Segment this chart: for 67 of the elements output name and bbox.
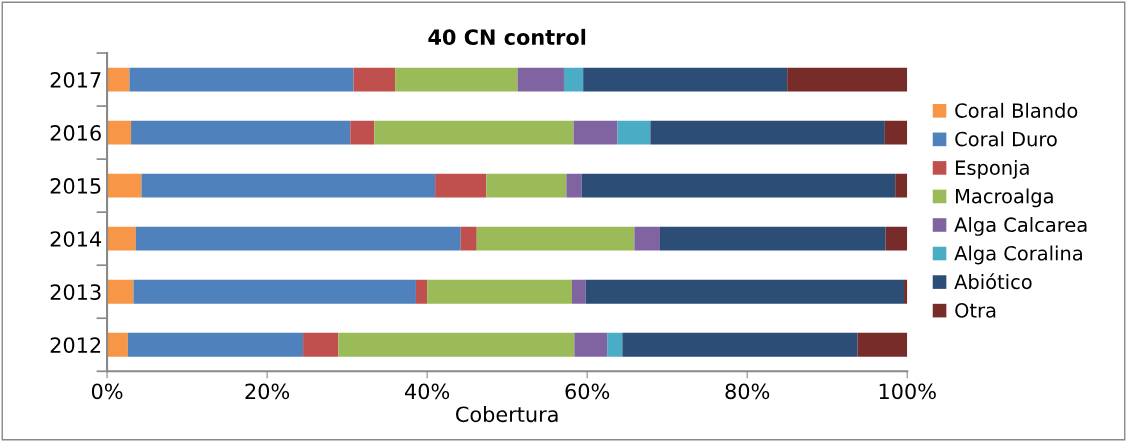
y-tick-label: 2013 [50, 284, 101, 300]
x-tick-label: 0% [91, 383, 123, 400]
bar [107, 67, 130, 92]
y-tick-label: 2015 [50, 178, 101, 194]
bar [650, 120, 885, 145]
legend-label: Macroalga [956, 188, 1053, 208]
bar [135, 226, 461, 251]
bar [133, 279, 416, 304]
legend-label: Coral Blando [955, 102, 1078, 118]
y-tick-label: 2014 [50, 231, 102, 247]
bar [350, 120, 375, 145]
legend-label: Esponja [956, 159, 1029, 179]
bar [486, 173, 567, 198]
bar [904, 279, 908, 304]
bar [517, 67, 564, 92]
x-tick-label: 20% [245, 383, 290, 400]
bar [303, 332, 339, 357]
bar [460, 226, 477, 251]
bar [566, 173, 582, 198]
bar [338, 332, 575, 357]
bar [374, 120, 574, 145]
bar [573, 120, 618, 145]
bar [857, 332, 908, 357]
bar [427, 279, 572, 304]
x-tick-label: 60% [565, 383, 610, 400]
bar [353, 67, 396, 92]
bar [131, 120, 351, 145]
bar [415, 279, 428, 304]
bar [127, 332, 304, 357]
bar [574, 332, 608, 357]
x-axis-title: Cobertura [456, 406, 558, 423]
bar [476, 226, 635, 251]
legend-label: Otra [955, 302, 996, 318]
y-tick-label: 2017 [50, 72, 101, 88]
chart-title: 40 CN control [428, 28, 586, 45]
bar [884, 120, 908, 145]
bar [895, 173, 908, 198]
legend-label: Coral Duro [955, 131, 1057, 147]
bar [107, 279, 134, 304]
bar [617, 120, 651, 145]
bar [141, 173, 436, 198]
bar [107, 120, 132, 145]
y-tick-label: 2016 [50, 125, 101, 141]
bar [583, 67, 788, 92]
bar [607, 332, 623, 357]
bar [585, 279, 905, 304]
bar [659, 226, 886, 251]
x-tick-label: 40% [405, 383, 450, 400]
x-tick-label: 100% [879, 383, 936, 400]
bar [129, 67, 354, 92]
bar [787, 67, 908, 92]
bar [395, 67, 518, 92]
legend-label: Alga Coralina [954, 245, 1082, 265]
bar [563, 67, 584, 92]
legend-label: Alga Calcarea [954, 217, 1087, 236]
bar [622, 332, 858, 357]
bar [435, 173, 487, 198]
bar [107, 173, 142, 198]
bar [885, 226, 908, 251]
bar [634, 226, 660, 251]
bar [571, 279, 586, 304]
bar [107, 226, 136, 251]
x-tick-label: 80% [725, 383, 770, 400]
y-tick-label: 2012 [50, 337, 101, 353]
legend-label: Abiótico [954, 273, 1032, 290]
bar [581, 173, 896, 198]
bar [107, 332, 128, 357]
